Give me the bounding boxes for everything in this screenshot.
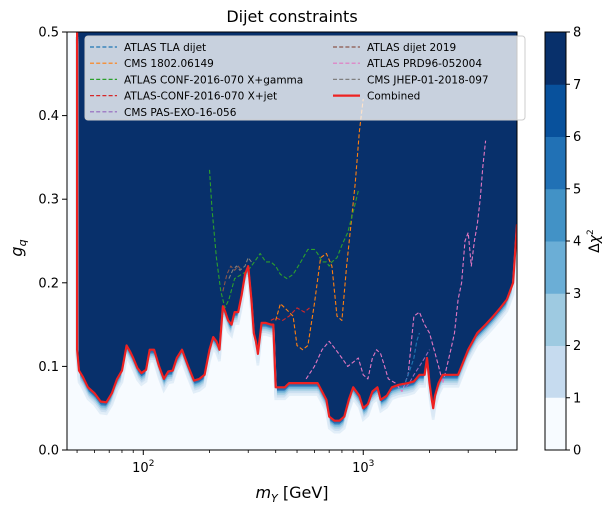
colorbar-tick-label: 4 [573,235,581,250]
colorbar-tick-label: 0 [573,444,581,459]
colorbar-segment [545,241,566,294]
y-tick-label: 0.5 [38,26,59,41]
y-tick-label: 0.0 [38,444,59,459]
chart-title: Dijet constraints [226,7,357,26]
series-line [228,257,252,279]
colorbar-tick-label: 1 [573,391,581,406]
y-tick-label: 0.4 [38,109,59,124]
colorbar-segment [545,136,566,190]
colorbar-segment [545,84,566,137]
y-axis: 0.0 0.1 0.2 0.3 0.4 0.5 [38,26,67,459]
series-line [222,265,243,292]
colorbar-tick-label: 5 [573,182,581,197]
colorbar-segment [545,188,566,242]
colorbar-tick-label: 6 [573,130,581,145]
y-tick-label: 0.3 [38,193,59,208]
legend-label: ATLAS-CONF-2016-070 X+jet [124,91,277,103]
legend-label: CMS 1802.06149 [124,58,214,70]
excluded-region [77,32,517,421]
colorbar-segment [545,345,566,399]
colorbar-segment [545,293,566,346]
legend-label: CMS JHEP-01-2018-097 [367,74,489,86]
series-line [76,32,517,422]
legend-label: CMS PAS-EXO-16-056 [124,107,237,119]
series-line [270,307,310,321]
series-line [401,349,430,388]
colorbar-segment [545,32,566,85]
y-tick-label: 0.1 [38,360,59,375]
legend: ATLAS TLA dijet CMS 1802.06149 ATLAS CONF-… [84,35,526,121]
series-line [275,98,364,351]
legend-label: Combined [367,91,420,103]
transition-band [75,43,517,434]
colorbar-tick-label: 8 [573,26,581,41]
x-tick-label: 103 [352,459,374,476]
legend-box [84,35,526,121]
legend-label: ATLAS dijet 2019 [367,42,456,54]
legend-label: ATLAS CONF-2016-070 X+gamma [124,74,303,86]
series-line [208,169,359,309]
colorbar-tick-label: 3 [573,287,581,302]
legend-label: ATLAS TLA dijet [124,42,206,54]
x-axis: 102 103 [76,450,497,476]
plot-frame [66,31,518,451]
x-tick-label: 102 [132,459,154,476]
y-axis-label: gq [7,239,29,256]
y-tick-label: 0.2 [38,276,59,291]
colorbar-segment [545,397,566,450]
series-line [305,140,487,393]
x-axis-label: mY [GeV] [255,483,328,504]
colorbar-label: Δχ2 [586,229,603,253]
colorbar-tick-label: 7 [573,78,581,93]
legend-label: ATLAS PRD96-052004 [367,58,482,70]
colorbar: 0 1 2 3 4 5 6 7 8 [544,26,581,459]
plot-area [75,32,517,434]
colorbar-tick-label: 2 [573,339,581,354]
